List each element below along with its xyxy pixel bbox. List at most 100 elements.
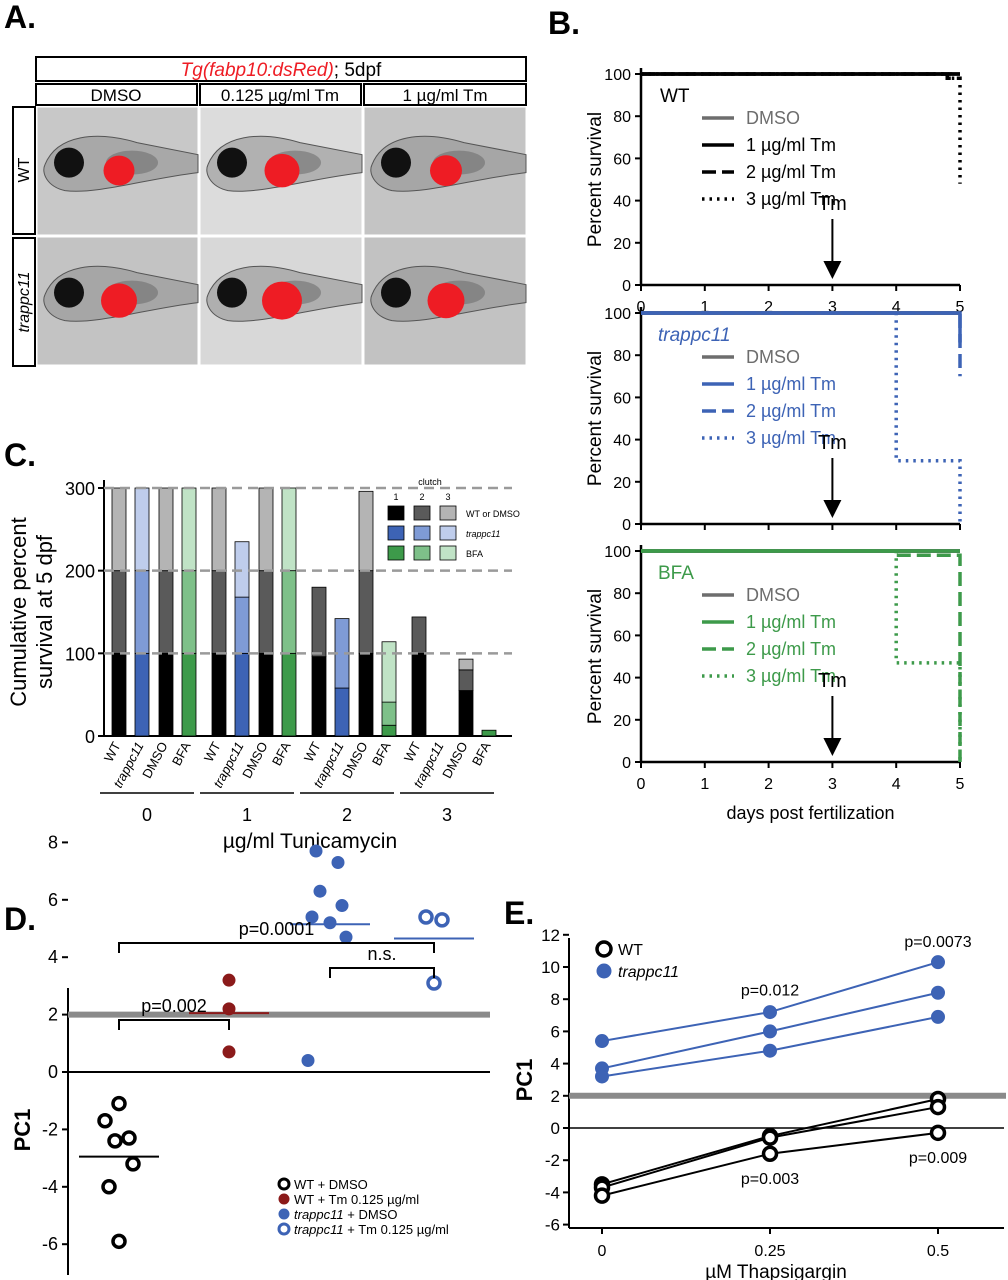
category-label: WT <box>201 739 224 764</box>
bar-segment-2-trappc11-clutch1 <box>334 687 350 737</box>
liver-dsred <box>264 153 300 188</box>
y-tick-label: 0 <box>85 727 95 747</box>
bar-segment-1-DMSO-clutch2 <box>258 570 274 654</box>
x-axis-label: days post fertilization <box>726 803 894 823</box>
y-tick-label: 80 <box>613 586 631 603</box>
series-line-3 <box>641 311 962 524</box>
x-tick-label: 3 <box>828 299 837 316</box>
bar-segment-0-DMSO-clutch2 <box>158 570 174 654</box>
data-point <box>931 955 945 970</box>
bar-segment-0-WT-clutch2 <box>111 570 127 654</box>
legend-clutch-number: 1 <box>393 492 398 502</box>
bar-segment-2-DMSO-clutch3 <box>358 490 374 572</box>
bar-segment-1-WT-clutch1 <box>211 652 227 737</box>
y-axis-label: PC1 <box>10 1109 35 1152</box>
larva-image-0-2 <box>363 106 527 236</box>
legend-marker <box>277 1222 291 1236</box>
p-value-annotation: p=0.012 <box>741 983 799 1000</box>
legend-swatch-tr-1 <box>387 525 405 541</box>
y-axis-label: Percent survival <box>585 112 606 247</box>
legend-label: 3 µg/ml Tm <box>746 428 836 448</box>
p-value-annotation: p=0.003 <box>741 1171 799 1188</box>
panel-a-title: Tg(fabp10:dsRed); 5dpf <box>181 60 382 81</box>
bar-segment-0-trappc11-clutch2 <box>134 570 150 654</box>
category-label: BFA <box>169 739 194 768</box>
tm-arrow-head <box>823 738 842 756</box>
data-point <box>763 1024 777 1039</box>
y-tick-label: 0 <box>622 278 631 295</box>
panel-label-e: E. <box>504 895 534 931</box>
tm-annotation: Tm <box>818 432 847 454</box>
legend-clutch-number: 3 <box>445 492 450 502</box>
bar-segment-0-WT-clutch3 <box>111 487 127 572</box>
y-tick-label: 20 <box>613 475 631 492</box>
y-tick-label: 80 <box>613 109 631 126</box>
x-tick-label: 0 <box>598 1243 607 1260</box>
significance-bracket <box>118 1019 230 1030</box>
data-point <box>761 1145 779 1163</box>
panel-label-b: B. <box>548 5 580 41</box>
col-header-tm1: 1 µg/ml Tm <box>402 86 487 105</box>
x-axis-label: µM Thapsigargin <box>705 1262 847 1280</box>
y-axis-label: Percent survival <box>585 351 606 486</box>
panel-d-pc1-scatter: 8 6 4 2 0 -2 -4 -6 PC1 p=0.0001 n.s. p=0.002 WT + DM… <box>10 832 490 1275</box>
significance-label: n.s. <box>367 944 396 964</box>
y-tick-label: 100 <box>65 644 95 664</box>
x-tick-label: 0.25 <box>754 1243 785 1260</box>
data-point <box>222 1045 236 1059</box>
legend-title: clutch <box>418 477 442 487</box>
liver-dsred <box>262 281 302 320</box>
y-tick-label: 0 <box>622 755 631 772</box>
y-tick-label: 6 <box>48 890 58 910</box>
panel-c-cumulative-survival: 0 100 200 300 Cumulative percent survival at … <box>6 477 520 853</box>
legend-label: DMSO <box>746 347 800 367</box>
data-point <box>418 909 434 925</box>
larva-eye <box>217 147 247 178</box>
y-tick-label: -6 <box>545 1216 560 1235</box>
liver-dsred <box>427 282 465 319</box>
legend-label: WT + Tm 0.125 µg/ml <box>294 1192 419 1207</box>
group-label: WT <box>660 86 690 107</box>
y-tick-label: 60 <box>613 390 631 407</box>
row-header-box-trappc11 <box>12 237 36 367</box>
significance-label: p=0.002 <box>141 996 207 1016</box>
panel-e-legend: WT trappc11 <box>595 940 679 981</box>
legend-label-wt: WT <box>618 942 643 959</box>
y-tick-label: -2 <box>42 1119 58 1139</box>
x-tick-label: 5 <box>956 776 965 793</box>
category-label: BFA <box>369 739 394 768</box>
legend-swatch-wt-3 <box>439 505 457 521</box>
legend-label: trappc11 + Tm 0.125 µg/ml <box>294 1222 449 1237</box>
legend-row-label: trappc11 <box>466 529 500 539</box>
col-header-box-tm1 <box>363 83 527 106</box>
data-point <box>309 844 323 858</box>
scatter-group-1 <box>189 973 269 1059</box>
bar-segment-0-BFA-clutch2 <box>181 570 197 654</box>
y-tick-label: -4 <box>42 1177 58 1197</box>
x-tick-label: 0 <box>637 776 646 793</box>
category-label: WT <box>401 739 424 764</box>
bar-segment-3-DMSO-clutch1 <box>458 690 474 737</box>
bar-segment-2-WT-clutch1 <box>311 656 327 737</box>
y-tick-label: -2 <box>545 1151 560 1170</box>
bar-segment-1-BFA-clutch1 <box>281 652 297 737</box>
survival-plot-trappc11: 0 20 40 60 80 100 Percent survival trappc11 DMSO… <box>585 306 962 534</box>
legend-label: 1 µg/ml Tm <box>746 135 836 155</box>
row-header-box-wt <box>12 106 36 235</box>
y-axis-label: PC1 <box>512 1059 537 1102</box>
x-tick-label: 1 <box>700 776 709 793</box>
group-label: 3 <box>442 805 452 825</box>
data-point <box>595 1069 609 1084</box>
bar-segment-0-BFA-clutch3 <box>181 487 197 572</box>
bar-segment-0-WT-clutch1 <box>111 652 127 737</box>
bar-segment-2-BFA-clutch2 <box>381 701 397 726</box>
y-tick-label: 0 <box>622 517 631 534</box>
bar-segment-1-WT-clutch2 <box>211 570 227 654</box>
y-tick-label: 40 <box>613 671 631 688</box>
larva-image-1-0 <box>36 236 199 366</box>
legend-label: DMSO <box>746 585 800 605</box>
y-tick-label: 8 <box>48 832 58 852</box>
category-label: WT <box>101 739 124 764</box>
y-tick-label: 0 <box>48 1062 58 1082</box>
